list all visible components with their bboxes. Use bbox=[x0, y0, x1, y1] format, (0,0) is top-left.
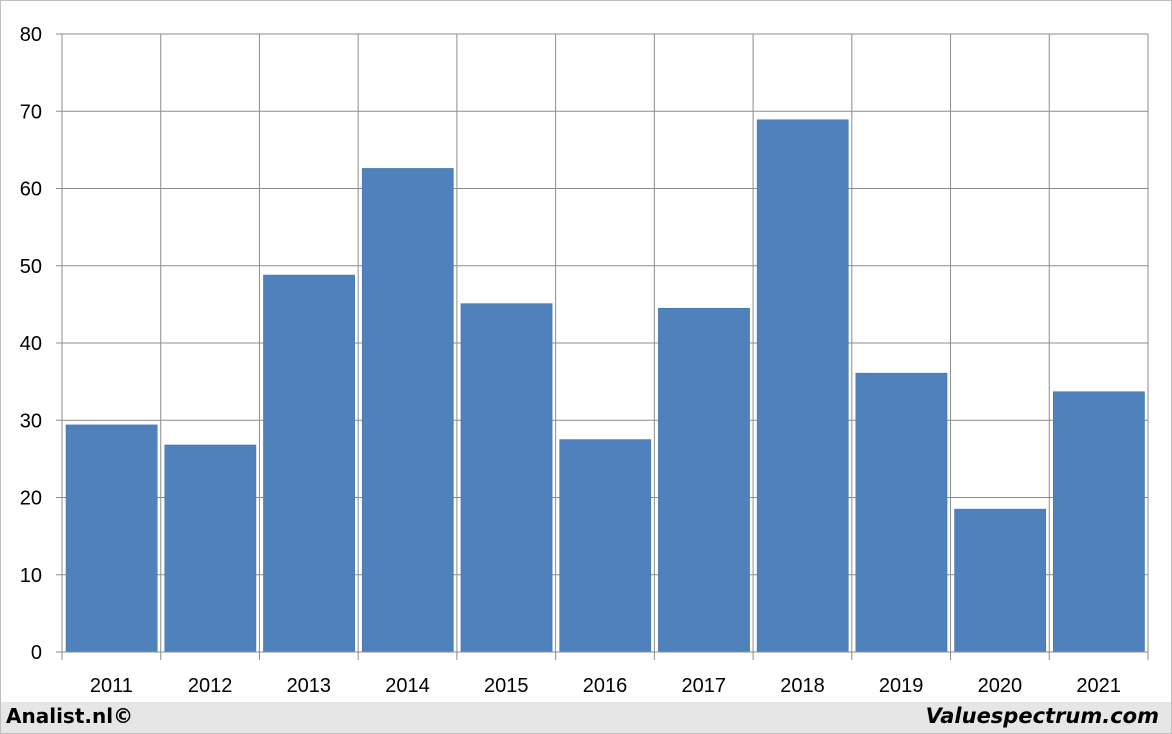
x-tick-label-2012: 2012 bbox=[188, 675, 233, 697]
x-tick-label-2011: 2011 bbox=[90, 675, 133, 697]
x-tick-label-2013: 2013 bbox=[287, 675, 332, 697]
x-tick-label-2020: 2020 bbox=[978, 675, 1023, 697]
x-axis-ticks: 2011 2012 2013 2014 2015 2016 2017 2018 2019 2020… bbox=[90, 675, 1121, 697]
analist-credit: Analist.nl© bbox=[6, 704, 134, 728]
y-tick-label-0: 0 bbox=[31, 642, 42, 664]
y-tick-label-60: 60 bbox=[20, 179, 42, 201]
axes bbox=[61, 34, 1148, 653]
x-tick-label-2021: 2021 bbox=[1076, 675, 1121, 697]
y-tick-label-10: 10 bbox=[20, 565, 42, 587]
x-tick-label-2018: 2018 bbox=[780, 675, 825, 697]
x-tick-label-2016: 2016 bbox=[583, 675, 628, 697]
x-tick-label-2017: 2017 bbox=[681, 675, 726, 697]
bar-2017 bbox=[658, 307, 750, 653]
y-tick-label-30: 30 bbox=[20, 410, 42, 432]
bar-2018 bbox=[756, 119, 849, 653]
bar-2020 bbox=[954, 508, 1047, 653]
bar-2016 bbox=[559, 439, 652, 653]
y-tick-label-70: 70 bbox=[20, 101, 42, 123]
y-tick-label-50: 50 bbox=[20, 256, 42, 278]
y-tick-label-20: 20 bbox=[20, 488, 42, 510]
bar-2015 bbox=[460, 303, 553, 653]
y-axis-ticks: 0 10 20 30 40 50 60 70 80 bbox=[20, 24, 62, 664]
bars-group bbox=[65, 119, 1145, 653]
footer-bar: Analist.nl© Valuespectrum.com bbox=[1, 702, 1171, 733]
bar-2021 bbox=[1053, 391, 1145, 653]
y-tick-label-80: 80 bbox=[20, 24, 42, 46]
bar-2014 bbox=[361, 168, 454, 653]
bar-2019 bbox=[855, 372, 948, 653]
bar-2012 bbox=[164, 444, 257, 653]
x-tick-label-2019: 2019 bbox=[879, 675, 924, 697]
x-tick-label-2014: 2014 bbox=[385, 675, 430, 697]
valuespectrum-credit: Valuespectrum.com bbox=[925, 704, 1159, 728]
x-tick-label-2015: 2015 bbox=[484, 675, 529, 697]
bar-2011 bbox=[65, 424, 158, 653]
bar-2013 bbox=[263, 274, 355, 653]
y-tick-label-40: 40 bbox=[20, 333, 42, 355]
